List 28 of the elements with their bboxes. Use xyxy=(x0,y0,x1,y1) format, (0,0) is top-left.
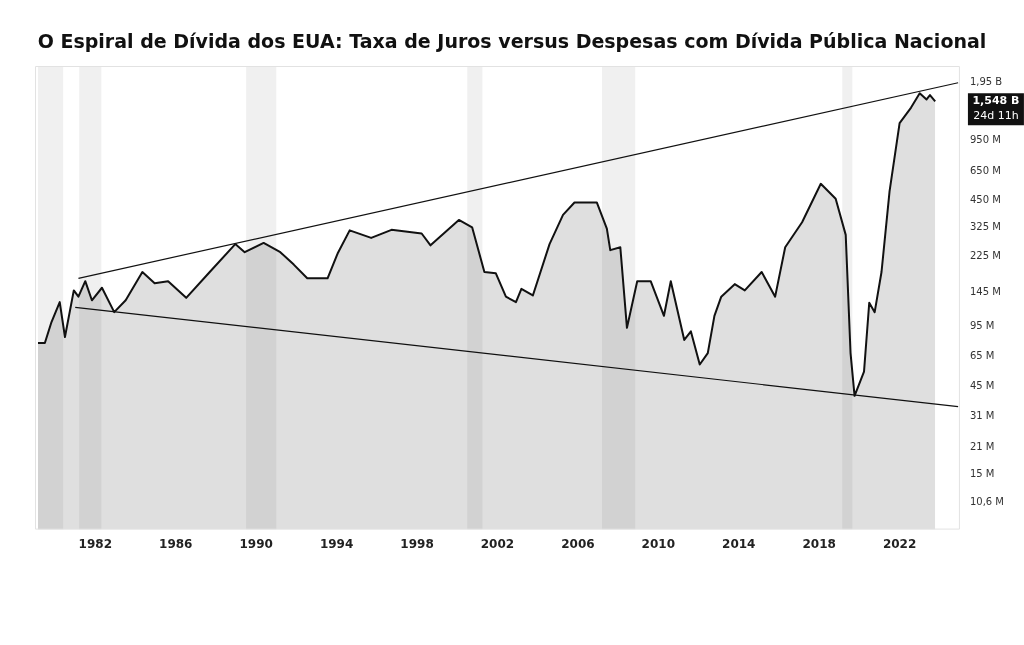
y-tick-label: 65 M xyxy=(969,350,995,362)
x-tick-label: 1998 xyxy=(400,536,434,551)
y-tick-label: 31 M xyxy=(969,409,995,421)
x-tick-label: 2022 xyxy=(882,536,917,551)
text: 1,548 B xyxy=(972,94,1020,108)
x-tick-label: 2018 xyxy=(802,536,836,551)
y-tick-label: 325 M xyxy=(969,220,1001,232)
y-tick-label: 950 M xyxy=(969,134,1001,146)
x-tick-label: 1986 xyxy=(159,536,193,551)
y-tick-label: 95 M xyxy=(969,319,995,331)
y-tick-label: 10,6 M xyxy=(969,496,1005,508)
y-tick-label: 450 M xyxy=(969,194,1001,206)
text: 24d 11h xyxy=(973,109,1019,123)
chart-title: O Espiral de Dívida dos EUA: Taxa de Juros versus Despesas com Dívida Pública Nacional xyxy=(36,30,988,52)
x-tick-label: 2006 xyxy=(561,536,595,551)
y-tick-label: 650 M xyxy=(969,164,1001,176)
y-tick-label: 15 M xyxy=(969,468,995,480)
y-tick-label: 21 M xyxy=(969,441,995,453)
x-tick-label: 1990 xyxy=(239,536,273,551)
y-tick-label: 145 M xyxy=(969,285,1001,297)
x-tick-label: 2002 xyxy=(480,536,515,551)
x-tick-label: 2014 xyxy=(722,536,756,551)
y-tick-label: 225 M xyxy=(969,250,1001,262)
y-tick-label: 45 M xyxy=(969,379,995,391)
x-tick-label: 1982 xyxy=(78,536,113,551)
x-tick-label: 2010 xyxy=(641,536,676,551)
x-tick-label: 1994 xyxy=(319,536,354,551)
y-tick-label: 1,95 B xyxy=(969,76,1003,88)
